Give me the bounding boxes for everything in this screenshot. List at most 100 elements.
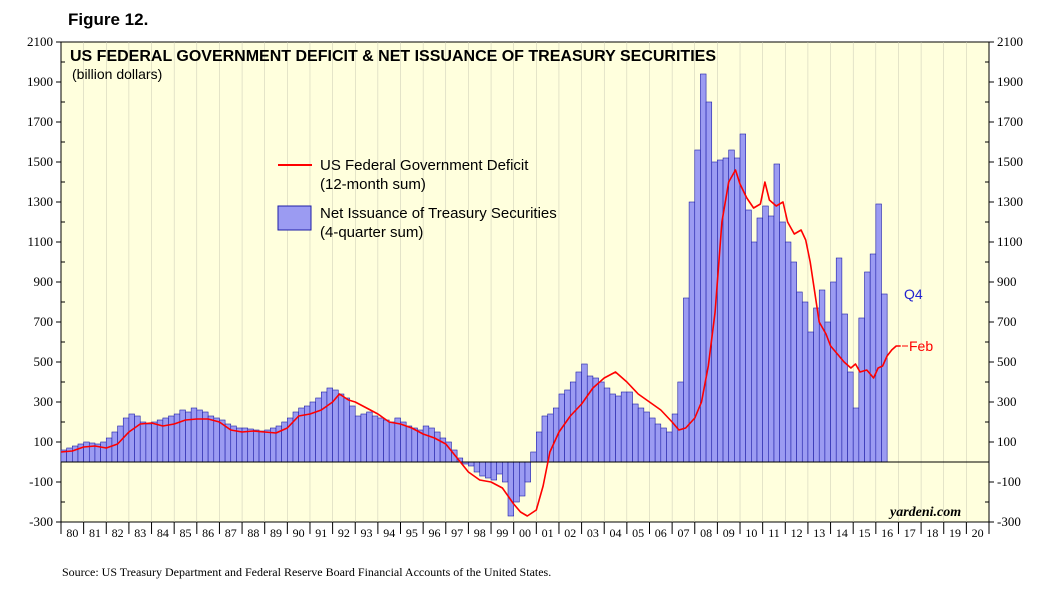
bar — [660, 427, 667, 463]
bar — [400, 421, 407, 463]
bar — [756, 217, 763, 463]
bar — [213, 417, 220, 463]
bar — [326, 387, 333, 463]
bar — [337, 393, 345, 463]
bar — [190, 407, 198, 463]
x-tick-label: 00 — [519, 526, 531, 540]
x-tick-label: 99 — [496, 526, 508, 540]
x-tick-label: 82 — [112, 526, 124, 540]
bar — [615, 395, 622, 463]
x-tick-label: 90 — [293, 526, 305, 540]
bar — [671, 413, 679, 463]
bar — [479, 461, 486, 477]
bar — [869, 253, 877, 463]
legend-line-label: US Federal Government Deficit — [320, 157, 529, 174]
y-tick-label-left: 900 — [34, 274, 54, 289]
bar — [536, 431, 543, 463]
x-tick-label: 86 — [202, 526, 214, 540]
bar — [649, 417, 656, 463]
x-tick-label: 83 — [134, 526, 146, 540]
bar — [603, 387, 611, 463]
bar — [151, 421, 158, 463]
bar — [320, 391, 328, 463]
x-tick-label: 05 — [632, 526, 644, 540]
x-tick-label: 13 — [813, 526, 825, 540]
bar — [236, 427, 243, 463]
bar — [473, 461, 481, 473]
bar — [241, 427, 249, 463]
x-tick-label: 92 — [338, 526, 350, 540]
x-tick-label: 14 — [836, 526, 848, 540]
bar — [83, 441, 90, 463]
bar — [569, 381, 577, 463]
y-tick-label-left: 700 — [34, 314, 54, 329]
y-tick-label-right: -300 — [997, 514, 1021, 529]
bar — [247, 428, 254, 463]
x-tick-label: 12 — [791, 526, 803, 540]
bar — [422, 425, 430, 463]
x-tick-label: 03 — [587, 526, 599, 540]
x-tick-label: 20 — [972, 526, 984, 540]
bar — [790, 261, 797, 463]
bar — [751, 241, 758, 463]
chart-subtitle: (billion dollars) — [72, 66, 162, 82]
bar — [349, 405, 356, 463]
x-tick-label: 97 — [451, 526, 463, 540]
bar — [388, 421, 396, 463]
bar — [145, 423, 152, 463]
bar — [100, 441, 107, 463]
y-tick-label-right: 1700 — [997, 114, 1023, 129]
legend-bar-label: Net Issuance of Treasury Securities — [320, 205, 557, 222]
x-tick-label: 11 — [768, 526, 780, 540]
line-end-annotation: Feb — [909, 338, 933, 354]
bar — [841, 313, 848, 463]
bar — [309, 401, 316, 463]
y-tick-label-left: 1300 — [27, 194, 53, 209]
y-tick-label-left: 1100 — [27, 234, 53, 249]
y-tick-label-left: 1700 — [27, 114, 53, 129]
bar — [179, 409, 186, 463]
bar — [468, 461, 475, 467]
y-tick-label-left: 500 — [34, 354, 54, 369]
x-tick-label: 94 — [383, 526, 395, 540]
bar — [745, 209, 752, 463]
bar — [620, 391, 628, 463]
bar — [835, 257, 843, 463]
bar — [490, 461, 498, 481]
y-tick-label-right: 1900 — [997, 74, 1023, 89]
y-tick-label-left: 2100 — [27, 34, 53, 49]
y-tick-label-right: 100 — [997, 434, 1017, 449]
bar — [411, 427, 418, 463]
x-tick-label: 19 — [949, 526, 961, 540]
legend-bar-sublabel: (4-quarter sum) — [320, 224, 423, 241]
bar — [139, 421, 147, 463]
bar — [581, 363, 588, 463]
bar — [134, 415, 141, 463]
bar — [768, 215, 775, 463]
y-tick-label-right: 900 — [997, 274, 1017, 289]
bar — [609, 393, 616, 463]
bar — [575, 371, 582, 463]
bar — [366, 411, 373, 463]
bar — [66, 447, 73, 463]
x-tick-label: 02 — [564, 526, 576, 540]
bar — [128, 413, 135, 463]
x-tick-label: 01 — [542, 526, 554, 540]
bar — [371, 415, 379, 463]
bar — [122, 417, 130, 463]
bar — [434, 431, 441, 463]
bar — [253, 429, 260, 463]
bar — [360, 413, 367, 463]
y-tick-label-left: 100 — [34, 434, 54, 449]
x-tick-label: 08 — [700, 526, 712, 540]
x-tick-label: 84 — [157, 526, 169, 540]
x-tick-label: 81 — [89, 526, 101, 540]
x-tick-label: 09 — [723, 526, 735, 540]
legend-line-sublabel: (12-month sum) — [320, 176, 426, 193]
bar — [801, 301, 809, 463]
y-tick-label-right: 300 — [997, 394, 1017, 409]
bar — [722, 157, 730, 463]
bar — [72, 445, 79, 463]
bar — [784, 241, 792, 463]
x-tick-label: 96 — [428, 526, 440, 540]
